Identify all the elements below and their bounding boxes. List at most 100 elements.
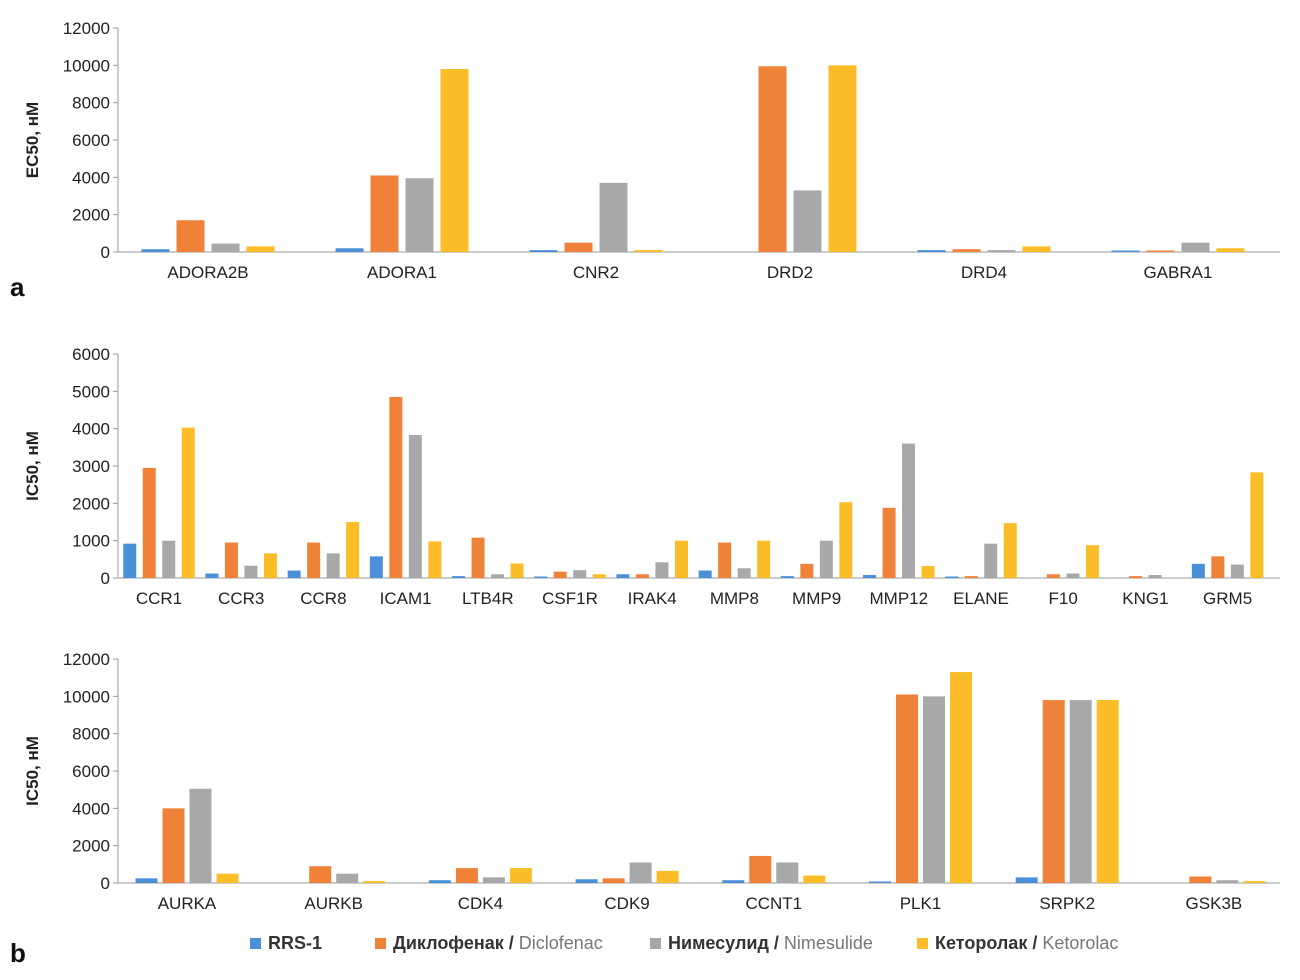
x-tick-label: CDK4 [458, 894, 503, 913]
panel-letter-a: a [10, 272, 25, 302]
y-tick-label: 2000 [72, 206, 110, 225]
bar-rrs1 [917, 250, 946, 252]
bar-ketorolac [1003, 523, 1017, 578]
bar-diclofenac [309, 866, 332, 883]
bar-diclofenac [455, 868, 478, 883]
x-tick-label: LTB4R [462, 589, 514, 608]
x-tick-label: ADORA1 [367, 263, 437, 282]
bar-rrs1 [205, 573, 219, 578]
bar-rrs1 [869, 881, 891, 883]
x-tick-label: GRM5 [1203, 589, 1252, 608]
legend-swatch-nimesulide [650, 938, 661, 949]
y-tick-label: 0 [101, 243, 110, 262]
legend-swatch-diclofenac [375, 938, 386, 949]
x-tick-label: CNR2 [573, 263, 619, 282]
x-tick-label: MMP8 [710, 589, 759, 608]
bar-nimesulide [1181, 242, 1210, 252]
bar-diclofenac [142, 467, 156, 578]
bar-diclofenac [800, 563, 814, 578]
bar-diclofenac [389, 396, 403, 578]
bar-nimesulide [336, 873, 359, 883]
bar-ketorolac [428, 541, 442, 578]
bar-ketorolac [509, 868, 532, 883]
y-tick-label: 12000 [63, 19, 110, 38]
bar-diclofenac [162, 808, 185, 883]
y-tick-label: 5000 [72, 382, 110, 401]
bar-diclofenac [1146, 250, 1175, 252]
x-tick-label: ELANE [953, 589, 1009, 608]
x-tick-label: CSF1R [542, 589, 598, 608]
bar-ketorolac [346, 522, 360, 578]
bar-nimesulide [819, 540, 833, 578]
bar-diclofenac [758, 66, 787, 253]
bar-nimesulide [923, 696, 945, 883]
bar-ketorolac [363, 881, 386, 883]
bar-diclofenac [952, 249, 981, 252]
x-tick-label: IRAK4 [628, 589, 677, 608]
bar-rrs1 [335, 248, 364, 252]
bar-rrs1 [575, 879, 598, 883]
bar-rrs1 [616, 574, 630, 578]
bar-diclofenac [635, 574, 649, 578]
x-tick-label: GSK3B [1186, 894, 1243, 913]
bar-nimesulide [408, 435, 422, 578]
bar-ketorolac [839, 502, 853, 578]
bar-rrs1 [369, 556, 383, 578]
y-tick-label: 4000 [72, 799, 110, 818]
x-tick-label: PLK1 [900, 894, 942, 913]
bar-nimesulide [737, 568, 751, 578]
bar-nimesulide [162, 540, 176, 578]
y-tick-label: 0 [101, 569, 110, 588]
bar-ketorolac [1022, 246, 1051, 252]
bar-diclofenac [896, 694, 918, 883]
bar-diclofenac [370, 175, 399, 252]
y-tick-label: 6000 [72, 345, 110, 364]
bar-nimesulide [776, 862, 799, 883]
bar-ketorolac [510, 563, 524, 578]
bar-diclofenac [471, 537, 485, 578]
bar-nimesulide [1148, 575, 1162, 578]
bar-ketorolac [1250, 472, 1264, 578]
y-tick-label: 1000 [72, 532, 110, 551]
bar-rrs1 [698, 570, 712, 578]
bar-ketorolac [181, 427, 195, 578]
bar-ketorolac [1085, 545, 1099, 578]
legend-label-diclofenac: Диклофенак / Diclofenac [393, 933, 603, 953]
y-tick-label: 4000 [72, 420, 110, 439]
bar-diclofenac [718, 542, 732, 578]
bar-diclofenac [882, 507, 896, 578]
x-tick-label: CCR8 [300, 589, 346, 608]
x-tick-label: KNG1 [1122, 589, 1168, 608]
bar-nimesulide [1230, 564, 1244, 578]
bar-rrs1 [722, 880, 745, 883]
bar-rrs1 [780, 576, 794, 578]
bar-ketorolac [1096, 700, 1119, 883]
y-tick-label: 3000 [72, 457, 110, 476]
bar-rrs1 [529, 250, 558, 252]
bar-nimesulide [189, 788, 212, 883]
bar-diclofenac [749, 855, 772, 883]
bar-diclofenac [176, 220, 205, 252]
bar-nimesulide [491, 574, 505, 578]
bar-ketorolac [803, 875, 826, 883]
bar-rrs1 [1015, 877, 1038, 883]
y-tick-label: 12000 [63, 650, 110, 669]
bar-ketorolac [440, 69, 469, 252]
bar-diclofenac [602, 878, 625, 883]
bar-ketorolac [674, 540, 688, 578]
bar-nimesulide [984, 543, 998, 578]
x-tick-label: F10 [1049, 589, 1078, 608]
bar-nimesulide [1216, 880, 1239, 883]
y-tick-label: 8000 [72, 94, 110, 113]
bar-ketorolac [757, 540, 771, 578]
y-tick-label: 8000 [72, 725, 110, 744]
y-tick-label: 10000 [63, 56, 110, 75]
bar-nimesulide [902, 443, 916, 578]
legend-label-ketorolac: Кеторолак / Ketorolac [935, 933, 1118, 953]
y-tick-label: 2000 [72, 837, 110, 856]
x-tick-label: CCR3 [218, 589, 264, 608]
bar-diclofenac [307, 542, 321, 578]
bar-rrs1 [135, 878, 158, 883]
bar-rrs1 [945, 576, 959, 578]
bar-ketorolac [828, 65, 857, 252]
